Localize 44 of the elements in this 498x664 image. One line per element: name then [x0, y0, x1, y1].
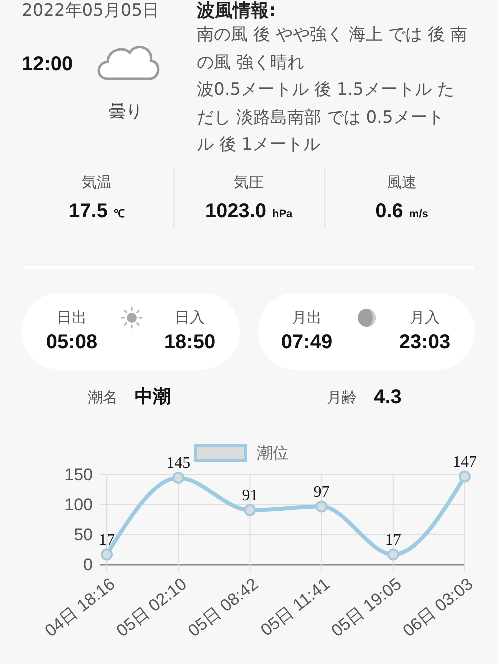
text: 気圧	[234, 173, 264, 192]
legend-label: 潮位	[257, 444, 289, 462]
text: 日入	[175, 308, 205, 327]
text: 0.6	[376, 200, 404, 222]
text: 18:50	[164, 332, 216, 354]
text: hPa	[272, 208, 293, 220]
text: 南の風 後 やや強く 海上 では 後 南の風 強く晴れ	[197, 25, 468, 73]
data-label: 145	[166, 455, 191, 472]
point	[244, 504, 256, 516]
y-tick-label: 150	[64, 466, 93, 484]
text: 曇り	[109, 102, 143, 123]
text: 月出	[292, 308, 322, 327]
text: 潮名	[88, 388, 118, 407]
text: 気温	[82, 173, 112, 192]
data-label: 17	[385, 532, 402, 549]
text: 23:03	[399, 332, 451, 354]
y-tick-label: 50	[74, 526, 93, 544]
text: 波風情報:	[197, 0, 276, 22]
text: 12:00	[22, 54, 74, 76]
y-tick-label: 100	[64, 496, 93, 514]
data-label: 97	[314, 484, 330, 501]
text: 波0.5メートル 後 1.5メートル ただし 淡路島南部 では 0.5メートル 後 1メートル	[197, 80, 454, 156]
text: 月入	[410, 308, 440, 327]
text: 風速	[387, 173, 417, 192]
text: 日出	[57, 308, 87, 327]
data-label: 17	[99, 532, 115, 549]
point	[459, 470, 471, 483]
data-label: 91	[242, 487, 258, 504]
text: 07:49	[281, 332, 333, 354]
data-label: 147	[453, 454, 477, 471]
text: ℃	[114, 208, 125, 220]
text: 17.5	[69, 200, 108, 222]
text: m/s	[409, 208, 428, 220]
point	[316, 500, 328, 513]
text: 2022年05月05日	[22, 1, 160, 22]
text: 4.3	[374, 386, 402, 410]
y-tick-label: 0	[84, 556, 93, 574]
point	[172, 472, 185, 484]
point	[101, 548, 113, 561]
text: 05:08	[46, 332, 98, 354]
point	[387, 548, 400, 561]
text: 中潮	[135, 386, 171, 408]
text: 1023.0	[205, 200, 266, 222]
text: 月齢	[327, 388, 357, 407]
